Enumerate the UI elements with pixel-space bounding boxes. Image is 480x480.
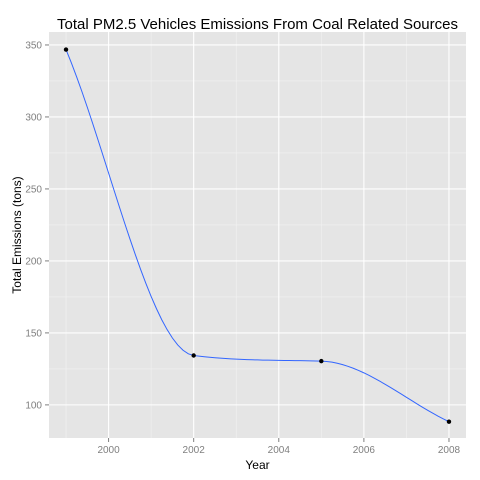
major-gridlines (49, 32, 466, 438)
minor-gridlines (49, 32, 466, 438)
series-layer (65, 49, 450, 423)
points-layer (63, 47, 452, 424)
y-tick-label: 200 (25, 256, 42, 267)
y-tick-label: 150 (25, 328, 42, 339)
data-point (63, 47, 69, 52)
series-line (65, 49, 450, 423)
y-tick-label: 100 (25, 400, 42, 411)
y-axis-title: Total Emissions (tons) (10, 176, 24, 293)
x-axis-ticks: 2000 2002 2004 2006 2008 (97, 438, 461, 456)
y-tick-label: 350 (25, 40, 42, 51)
y-axis-ticks: 100 150 200 250 300 350 (25, 40, 49, 411)
x-tick-label: 2006 (353, 445, 376, 456)
y-tick-label: 250 (25, 184, 42, 195)
data-point (319, 358, 324, 364)
y-tick-label: 300 (25, 112, 42, 123)
x-tick-label: 2004 (268, 445, 291, 456)
x-tick-label: 2008 (438, 445, 461, 456)
x-tick-label: 2000 (97, 445, 120, 456)
data-point (191, 353, 196, 358)
x-axis-title: Year (245, 458, 269, 472)
plot-panel (49, 32, 466, 438)
chart-title: Total PM2.5 Vehicles Emissions From Coal… (57, 16, 458, 33)
x-tick-label: 2002 (183, 445, 206, 456)
data-point (446, 419, 452, 424)
